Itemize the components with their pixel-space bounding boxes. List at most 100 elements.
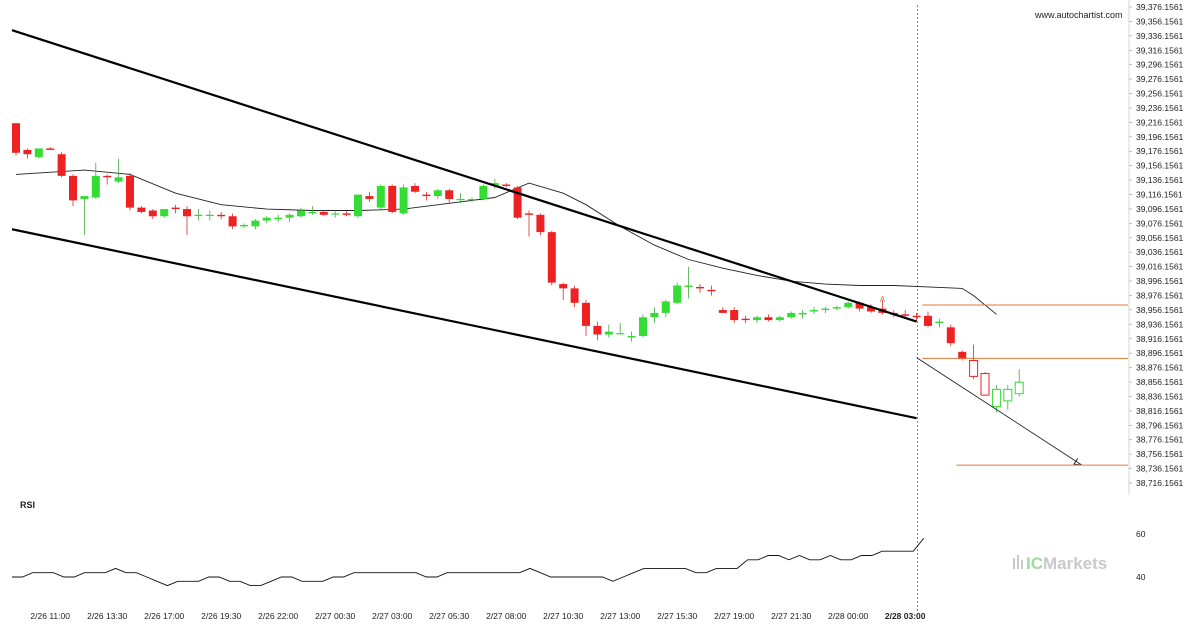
- price-tick-label: 39,336.1561: [1136, 31, 1184, 41]
- candle-body: [867, 307, 875, 312]
- candle-body: [342, 213, 351, 215]
- candle-body: [148, 210, 157, 217]
- candle-body: [673, 285, 682, 303]
- candle-body: [388, 185, 397, 212]
- candle: [502, 183, 511, 188]
- candle: [844, 301, 853, 309]
- candle-body: [411, 185, 419, 192]
- candle: [354, 194, 362, 218]
- candle: [935, 318, 944, 328]
- candle-body: [262, 217, 271, 221]
- candle-body: [354, 194, 362, 217]
- candle-body: [718, 310, 727, 313]
- candle: [650, 307, 659, 324]
- candle: [718, 307, 727, 313]
- time-axis: 2/26 11:00 2/26 13:30 2/26 17:00 2/26 19:30…: [30, 5, 926, 621]
- candle: [297, 207, 305, 218]
- candle: [194, 209, 203, 221]
- candle-body: [126, 175, 134, 208]
- candle: [673, 282, 682, 305]
- candle-body: [308, 211, 317, 214]
- candle-body: [183, 209, 191, 217]
- candle: [798, 310, 807, 319]
- candle-body: [69, 175, 77, 201]
- time-tick-label: 2/27 03:00: [372, 611, 412, 621]
- candle-body: [456, 198, 465, 201]
- candle: [12, 123, 20, 156]
- candle: [34, 148, 43, 159]
- candle-body: [616, 333, 625, 335]
- candle-body: [160, 209, 169, 217]
- candle-body: [319, 211, 328, 215]
- candle-body: [114, 177, 123, 182]
- candle-body: [547, 232, 556, 283]
- candle-body: [570, 288, 579, 303]
- candlesticks: [12, 123, 1024, 413]
- candle: [867, 304, 875, 313]
- price-tick-label: 38,856.1561: [1136, 377, 1184, 387]
- candle-body: [1003, 388, 1013, 402]
- candle-body: [707, 289, 716, 292]
- candle: [604, 324, 613, 338]
- price-tick-label: 39,256.1561: [1136, 89, 1184, 99]
- candle: [114, 158, 123, 184]
- candle: [741, 315, 750, 324]
- time-tick-label: 2/26 22:00: [258, 611, 298, 621]
- candle-body: [832, 307, 841, 309]
- candle: [331, 210, 340, 218]
- candle: [103, 174, 112, 185]
- candle: [547, 230, 556, 286]
- price-tick-label: 38,876.1561: [1136, 363, 1184, 373]
- candle: [639, 314, 647, 338]
- candle-body: [559, 284, 568, 289]
- time-tick-label: 2/28 03:00: [885, 611, 926, 621]
- time-tick-label: 2/26 19:30: [201, 611, 241, 621]
- price-tick-label: 39,376.1561: [1136, 2, 1184, 12]
- candle: [262, 216, 271, 224]
- candle-body: [502, 184, 511, 186]
- candle: [821, 307, 830, 313]
- candle-body: [810, 310, 818, 312]
- candle: [126, 172, 134, 211]
- candle-body: [844, 302, 853, 308]
- brand-suffix: Markets: [1043, 554, 1107, 573]
- candle: [274, 214, 283, 223]
- candle: [787, 311, 796, 319]
- candle-body: [730, 310, 739, 321]
- time-tick-label: 2/26 13:30: [87, 611, 127, 621]
- candle: [411, 183, 419, 194]
- candle-body: [297, 210, 305, 217]
- candle-body: [696, 286, 704, 289]
- price-tick-label: 39,136.1561: [1136, 175, 1184, 185]
- candle: [160, 209, 169, 218]
- candle-body: [91, 175, 100, 198]
- price-tick-label: 38,836.1561: [1136, 391, 1184, 401]
- candle: [946, 324, 955, 347]
- candle: [1014, 369, 1024, 397]
- candle: [730, 307, 739, 324]
- candle-body: [650, 312, 659, 318]
- candle-body: [490, 183, 499, 186]
- candle-body: [228, 216, 237, 227]
- candle: [376, 184, 385, 210]
- candle: [399, 184, 408, 215]
- rsi-label: RSI: [20, 500, 35, 510]
- time-tick-label: 2/27 05:30: [429, 611, 469, 621]
- candle: [707, 285, 716, 296]
- time-tick-label: 2/26 17:00: [144, 611, 184, 621]
- brand-prefix: IC: [1026, 554, 1043, 573]
- candle: [980, 372, 990, 396]
- candle-body: [661, 301, 670, 313]
- candle: [23, 148, 32, 159]
- candle-body: [137, 207, 146, 212]
- candle-body: [240, 224, 248, 227]
- candle-body: [57, 154, 66, 176]
- breakout-marker: A: [880, 295, 886, 304]
- candle-body: [525, 213, 533, 215]
- candle: [696, 284, 704, 293]
- rsi-panel: 60 40: [12, 529, 1146, 587]
- candle-body: [34, 148, 43, 158]
- candle-body: [468, 198, 476, 201]
- candle: [616, 323, 625, 335]
